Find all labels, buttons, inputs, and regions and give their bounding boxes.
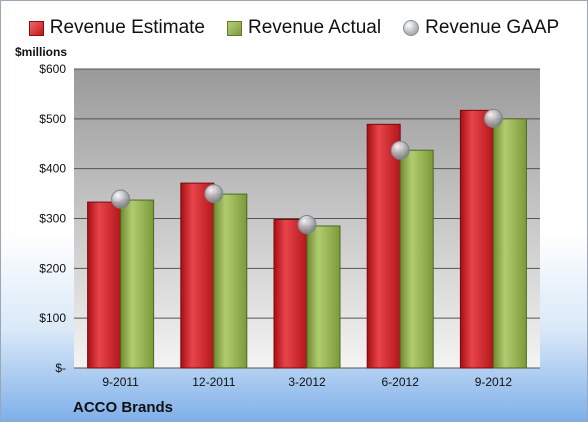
bar-revenue-estimate — [366, 123, 401, 369]
gaap-markers — [111, 108, 503, 234]
y-tick-label: $400 — [39, 162, 66, 176]
x-tick-label: 6-2012 — [382, 375, 420, 389]
y-tick-label: $300 — [39, 212, 66, 226]
bar-revenue-estimate — [87, 201, 122, 369]
legend-item-actual: Revenue Actual — [227, 17, 381, 39]
bar-revenue-actual — [492, 118, 527, 369]
y-axis-units-label: $millions — [15, 45, 68, 59]
bar-revenue-actual — [213, 193, 248, 369]
marker-revenue-gaap — [483, 108, 503, 128]
marker-revenue-gaap — [204, 184, 224, 204]
legend-label-gaap: Revenue GAAP — [425, 17, 560, 38]
legend-swatch-estimate — [28, 20, 44, 36]
legend-item-gaap: Revenue GAAP — [403, 17, 559, 39]
marker-revenue-gaap — [390, 140, 410, 160]
legend-swatch-gaap — [403, 20, 420, 36]
legend-label-estimate: Revenue Estimate — [49, 17, 205, 38]
bar-revenue-actual — [120, 199, 155, 369]
y-tick-label: $600 — [39, 62, 66, 76]
y-tick-label: $100 — [39, 311, 66, 325]
legend-item-estimate: Revenue Estimate — [28, 17, 205, 39]
bar-revenue-estimate — [273, 218, 308, 369]
legend-swatch-actual — [227, 20, 242, 36]
x-tick-label: 9-2011 — [102, 375, 139, 389]
bar-revenue-actual — [399, 149, 434, 369]
marker-revenue-gaap — [111, 189, 131, 209]
y-tick-label: $200 — [39, 261, 66, 275]
x-tick-label: 3-2012 — [288, 375, 326, 389]
legend: Revenue Estimate Revenue Actual Revenue … — [1, 15, 587, 41]
marker-revenue-gaap — [297, 214, 317, 234]
bars — [87, 109, 527, 369]
bar-revenue-estimate — [459, 109, 494, 369]
y-tick-label: $- — [55, 361, 66, 375]
x-tick-label: 12-2011 — [192, 375, 235, 389]
y-axis-ticks: $- $100 $200 $300 $400 $500 $600 — [39, 62, 66, 375]
bar-revenue-actual — [306, 225, 341, 369]
legend-label-actual: Revenue Actual — [248, 17, 382, 38]
x-tick-label: 9-2012 — [475, 375, 513, 389]
x-axis-ticks: 9-2011 12-2011 3-2012 6-2012 9-2012 — [102, 375, 512, 389]
y-tick-label: $500 — [39, 112, 66, 126]
company-name: ACCO Brands — [73, 399, 174, 416]
bar-revenue-estimate — [180, 182, 215, 369]
